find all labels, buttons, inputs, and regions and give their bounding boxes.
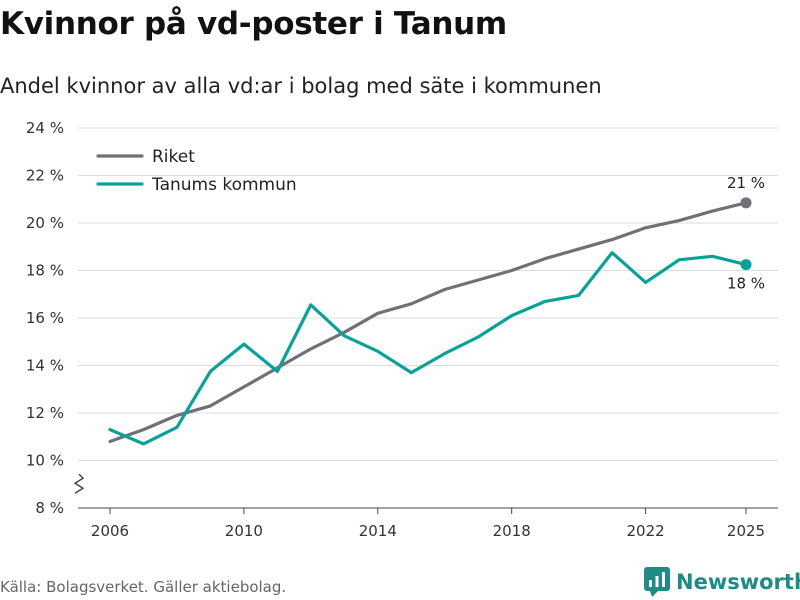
legend-label: Tanums kommun — [151, 175, 297, 195]
riket-line — [108, 201, 748, 444]
y-tick-label: 10 % — [26, 452, 64, 470]
chart-subtitle: Andel kvinnor av alla vd:ar i bolag med … — [0, 74, 602, 98]
axis-break-icon — [73, 473, 85, 494]
tanum-end-label: 18 % — [727, 275, 765, 293]
riket-end-point — [740, 197, 752, 209]
x-tick-label: 2018 — [493, 522, 531, 540]
tanum-line — [108, 251, 748, 446]
x-tick-label: 2022 — [626, 522, 664, 540]
x-tick-label: 2014 — [359, 522, 397, 540]
y-tick-label: 22 % — [26, 167, 64, 185]
riket-end-label: 21 % — [727, 174, 765, 192]
brand-name: Newsworthy — [676, 570, 800, 594]
newsworthy-logo: Newsworthy — [644, 567, 800, 597]
x-tick-label: 2025 — [727, 522, 765, 540]
x-tick-label: 2010 — [225, 522, 263, 540]
x-tick-label: 2006 — [91, 522, 129, 540]
tanum-end-point — [740, 259, 752, 271]
y-tick-label: 16 % — [26, 309, 64, 327]
y-tick-label: 18 % — [26, 262, 64, 280]
y-tick-label: 20 % — [26, 214, 64, 232]
y-tick-label: 8 % — [35, 499, 64, 517]
y-tick-label: 24 % — [26, 119, 64, 137]
newsworthy-logo-icon — [644, 567, 670, 597]
y-tick-label: 14 % — [26, 357, 64, 375]
y-tick-label: 12 % — [26, 404, 64, 422]
chart-title: Kvinnor på vd-poster i Tanum — [0, 6, 507, 42]
legend-label: Riket — [152, 147, 195, 167]
source-note: Källa: Bolagsverket. Gäller aktiebolag. — [0, 578, 287, 596]
axis-break-mask — [74, 476, 84, 493]
